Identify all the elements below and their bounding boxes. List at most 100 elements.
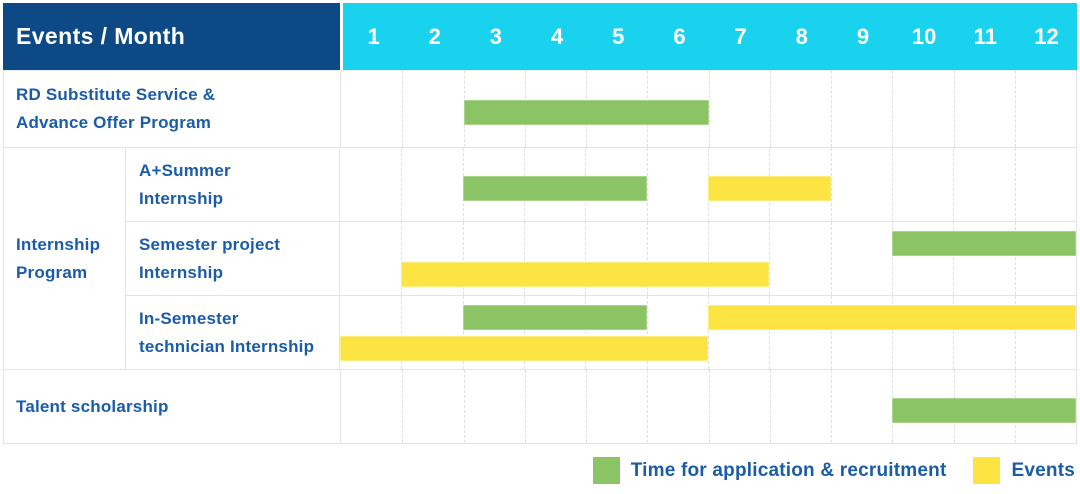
month-gridline [401, 222, 403, 295]
schedule-table: Events / Month 1 2 3 4 5 6 7 8 9 10 11 1… [3, 3, 1077, 444]
row-label-talent-scholarship: Talent scholarship [4, 370, 341, 443]
month-gridline [463, 370, 465, 443]
table-body: RD Substitute Service & Advance Offer Pr… [3, 70, 1077, 444]
month-header-cell: 2 [428, 23, 441, 49]
gantt-lane [340, 296, 1076, 333]
gantt-row-chart [341, 370, 1076, 443]
gantt-bar-application-recruitment [463, 100, 709, 125]
gantt-lane [341, 370, 1076, 443]
month-gridline [831, 71, 832, 147]
month-header-cell: 5 [612, 23, 625, 49]
month-header-cell: 3 [489, 23, 503, 49]
month-gridline [953, 71, 955, 147]
green-swatch-icon [592, 457, 620, 484]
gantt-lane [340, 222, 1076, 259]
gantt-row-chart [340, 296, 1076, 369]
gantt-row-chart [340, 148, 1076, 221]
month-gridline [402, 71, 404, 147]
internship-program-group: Internship Program A+Summer Internship S… [4, 148, 1076, 370]
month-gridline [831, 370, 832, 443]
group-subrows: A+Summer Internship Semester project Int… [126, 148, 1076, 369]
month-gridline [953, 148, 955, 221]
month-gridline [830, 296, 832, 369]
month-gridline [462, 222, 464, 295]
month-gridline [1014, 296, 1016, 369]
legend-label: Events [1011, 459, 1075, 481]
month-gridline [462, 296, 464, 369]
month-header-cell: 12 [1034, 23, 1059, 49]
month-gridline [585, 296, 587, 369]
month-header-cell: 9 [856, 23, 870, 49]
month-gridline [401, 296, 403, 369]
month-gridline [524, 370, 526, 443]
month-gridline [647, 370, 649, 443]
gantt-bar-application-recruitment [892, 230, 1076, 256]
table-row: A+Summer Internship [126, 148, 1076, 222]
gantt-bar-event [340, 335, 708, 361]
month-header-cell: 11 [973, 23, 997, 49]
table-row: In-Semester technician Internship [126, 296, 1076, 369]
month-header-cell: 7 [734, 23, 747, 49]
month-gridline [402, 370, 404, 443]
month-gridline [708, 370, 710, 443]
legend-item-application-recruitment: Time for application & recruitment [592, 457, 947, 484]
events-month-header: Events / Month [3, 3, 340, 70]
month-gridline [769, 222, 771, 295]
legend: Time for application & recruitment Event… [592, 457, 1075, 484]
gantt-bar-event [708, 304, 1076, 330]
month-gridline [708, 222, 709, 295]
month-gridline [524, 296, 525, 369]
month-gridline [708, 71, 710, 147]
month-gridline [1014, 222, 1016, 295]
row-label-rd-substitute: RD Substitute Service & Advance Offer Pr… [4, 71, 341, 147]
month-header-cell: 10 [911, 23, 937, 49]
table-row: Semester project Internship [126, 222, 1076, 296]
gantt-bar-event [708, 175, 831, 201]
gantt-lane [341, 71, 1076, 147]
month-gridline [892, 296, 893, 369]
table-header-row: Events / Month 1 2 3 4 5 6 7 8 9 10 11 1… [3, 3, 1077, 70]
month-gridline [892, 71, 894, 147]
month-header-strip: 1 2 3 4 5 6 7 8 9 10 11 12 [343, 3, 1077, 70]
group-label-internship-program: Internship Program [4, 148, 126, 369]
gantt-bar-application-recruitment [462, 304, 647, 330]
month-gridline [1014, 148, 1016, 221]
gantt-bar-event [401, 261, 770, 287]
month-header-cell: 8 [795, 23, 808, 49]
month-gridline [892, 222, 893, 295]
legend-label: Time for application & recruitment [630, 459, 947, 481]
month-gridline [1014, 71, 1016, 147]
month-gridline [892, 148, 893, 221]
month-gridline [769, 370, 771, 443]
row-label-in-semester-technician: In-Semester technician Internship [126, 296, 340, 369]
month-gridline [586, 370, 587, 443]
month-header-cell: 1 [367, 23, 380, 49]
month-gridline [769, 296, 771, 369]
row-label-semester-project: Semester project Internship [126, 222, 340, 295]
table-row: Talent scholarship [4, 370, 1076, 443]
month-header-cell: 4 [550, 23, 564, 49]
legend-item-events: Events [973, 457, 1075, 484]
month-header-cell: 6 [673, 23, 686, 49]
month-gridline [953, 296, 955, 369]
gantt-row-chart [341, 71, 1076, 147]
gantt-lane [340, 333, 1076, 370]
month-gridline [830, 148, 832, 221]
month-gridline [585, 222, 587, 295]
gantt-lane [340, 259, 1076, 296]
month-gridline [524, 222, 525, 295]
month-gridline [830, 222, 832, 295]
month-gridline [401, 148, 403, 221]
gantt-bar-application-recruitment [892, 397, 1076, 423]
month-gridline [708, 296, 709, 369]
row-label-a-plus-summer: A+Summer Internship [126, 148, 340, 221]
month-gridline [646, 148, 648, 221]
gantt-bar-application-recruitment [462, 175, 647, 201]
gantt-row-chart [340, 222, 1076, 295]
month-gridline [646, 222, 648, 295]
yellow-swatch-icon [973, 457, 1001, 484]
month-gridline [769, 71, 771, 147]
month-gridline [953, 222, 955, 295]
gantt-lane [340, 148, 1076, 221]
